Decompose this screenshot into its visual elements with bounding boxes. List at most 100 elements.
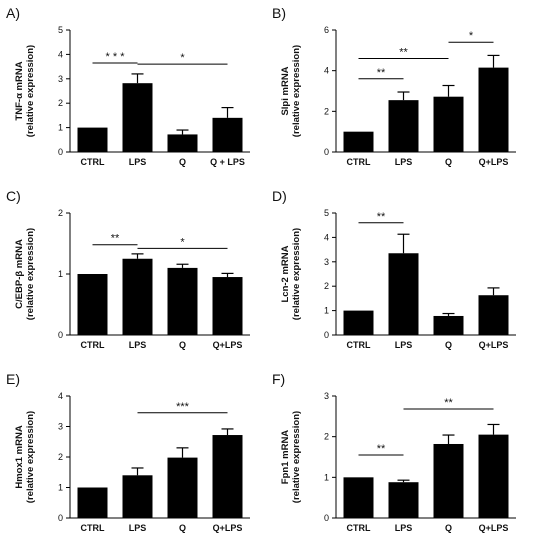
y-tick-label: 4 <box>58 49 63 59</box>
bar <box>343 131 374 152</box>
y-tick-label: 2 <box>58 98 63 108</box>
y-tick-label: 2 <box>324 106 329 116</box>
bar-chart-svg: B) Slpi mRNA (relative expression) 0 2 4 6 CTRL… <box>272 5 516 167</box>
bar <box>433 96 464 152</box>
bar <box>77 487 108 518</box>
x-category-label: CTRL <box>81 340 105 350</box>
y-axis-label-line: Slpi mRNA <box>280 66 291 115</box>
x-category-label: Q <box>179 157 186 167</box>
y-tick-label: 0 <box>324 330 329 340</box>
x-category-label: CTRL <box>347 523 371 533</box>
x-category-label: Q <box>445 523 452 533</box>
panel-label: E) <box>6 371 20 387</box>
x-category-label: Q+LPS <box>479 523 509 533</box>
bar <box>167 267 198 335</box>
y-tick-label: 2 <box>324 281 329 291</box>
bar <box>388 100 419 152</box>
x-category-label: Q+LPS <box>213 340 243 350</box>
y-tick-label: 1 <box>58 123 63 133</box>
y-tick-label: 4 <box>324 232 329 242</box>
significance-label: ** <box>399 46 408 58</box>
bar-chart-svg: C) C/EBP-β mRNA (relative expression) 0 1 2 CT… <box>6 188 250 350</box>
y-tick-label: 3 <box>58 74 63 84</box>
bar-chart-svg: D) Lcn-2 mRNA (relative expression) 0 1 2 3 4 5 C… <box>272 188 516 350</box>
significance-label: * <box>180 236 185 248</box>
bar-chart-svg: E) Hmox1 mRNA (relative expression) 0 1 2 3 4 CT… <box>6 371 250 533</box>
x-category-label: Q+LPS <box>479 157 509 167</box>
bar <box>77 274 108 335</box>
panel-label: D) <box>272 188 287 204</box>
x-category-label: CTRL <box>81 523 105 533</box>
y-tick-label: 1 <box>324 472 329 482</box>
bar <box>212 277 243 335</box>
y-axis-label-line: (relative expression) <box>291 228 302 320</box>
bar-chart-svg: A) TNF-α mRNA (relative expression) 0 1 2 3 4 5 C… <box>6 5 250 167</box>
bar <box>212 117 243 152</box>
bar <box>122 475 153 518</box>
significance-label: * <box>469 30 474 42</box>
x-category-label: LPS <box>129 523 147 533</box>
y-tick-label: 3 <box>58 422 63 432</box>
x-category-label: Q <box>445 340 452 350</box>
significance-label: * * * <box>106 51 126 63</box>
y-tick-label: 3 <box>324 257 329 267</box>
panel-b: B) Slpi mRNA (relative expression) 0 2 4 6 CTRL… <box>266 0 532 183</box>
x-category-label: LPS <box>395 523 413 533</box>
significance-label: ** <box>377 211 386 223</box>
y-axis-label-line: Hmox1 mRNA <box>14 425 25 488</box>
bar <box>167 134 198 152</box>
x-category-label: Q+LPS <box>479 340 509 350</box>
y-axis-label-line: (relative expression) <box>291 45 302 137</box>
bar <box>343 310 374 335</box>
y-tick-label: 0 <box>324 147 329 157</box>
y-tick-label: 4 <box>324 66 329 76</box>
bar <box>478 295 509 335</box>
panel-f: F) Fpn1 mRNA (relative expression) 0 1 2 3 CTRL… <box>266 366 532 549</box>
x-category-label: Q <box>179 523 186 533</box>
y-tick-label: 6 <box>324 25 329 35</box>
y-axis-label-line: (relative expression) <box>25 411 36 503</box>
x-category-label: CTRL <box>347 340 371 350</box>
y-tick-label: 0 <box>58 147 63 157</box>
x-category-label: Q <box>445 157 452 167</box>
panel-label: B) <box>272 5 286 21</box>
bar <box>77 127 108 152</box>
significance-label: *** <box>176 401 190 413</box>
y-axis-label-line: C/EBP-β mRNA <box>14 239 25 309</box>
x-category-label: Q + LPS <box>210 157 245 167</box>
y-axis-label-line: (relative expression) <box>25 45 36 137</box>
panel-label: A) <box>6 5 20 21</box>
x-category-label: LPS <box>129 340 147 350</box>
y-tick-label: 0 <box>324 513 329 523</box>
x-category-label: Q <box>179 340 186 350</box>
y-tick-label: 0 <box>58 330 63 340</box>
bar-chart-svg: F) Fpn1 mRNA (relative expression) 0 1 2 3 CTRL… <box>272 371 516 533</box>
bar <box>388 253 419 335</box>
y-axis-label-line: Lcn-2 mRNA <box>280 245 291 302</box>
significance-label: ** <box>377 67 386 79</box>
y-tick-label: 5 <box>324 208 329 218</box>
bar <box>478 434 509 518</box>
panel-a: A) TNF-α mRNA (relative expression) 0 1 2 3 4 5 C… <box>0 0 266 183</box>
x-category-label: LPS <box>129 157 147 167</box>
y-axis-label-line: (relative expression) <box>25 228 36 320</box>
x-category-label: CTRL <box>347 157 371 167</box>
y-tick-label: 4 <box>58 391 63 401</box>
bar <box>122 258 153 335</box>
bar <box>433 315 464 335</box>
x-category-label: CTRL <box>81 157 105 167</box>
bar <box>478 67 509 152</box>
panel-d: D) Lcn-2 mRNA (relative expression) 0 1 2 3 4 5 C… <box>266 183 532 366</box>
y-tick-label: 1 <box>58 483 63 493</box>
bar <box>343 477 374 518</box>
bar <box>433 443 464 518</box>
significance-label: ** <box>377 443 386 455</box>
significance-label: ** <box>444 397 453 409</box>
y-tick-label: 2 <box>58 452 63 462</box>
y-axis-label-line: TNF-α mRNA <box>14 61 25 120</box>
bar <box>388 482 419 518</box>
y-tick-label: 0 <box>58 513 63 523</box>
y-tick-label: 3 <box>324 391 329 401</box>
x-category-label: Q+LPS <box>213 523 243 533</box>
